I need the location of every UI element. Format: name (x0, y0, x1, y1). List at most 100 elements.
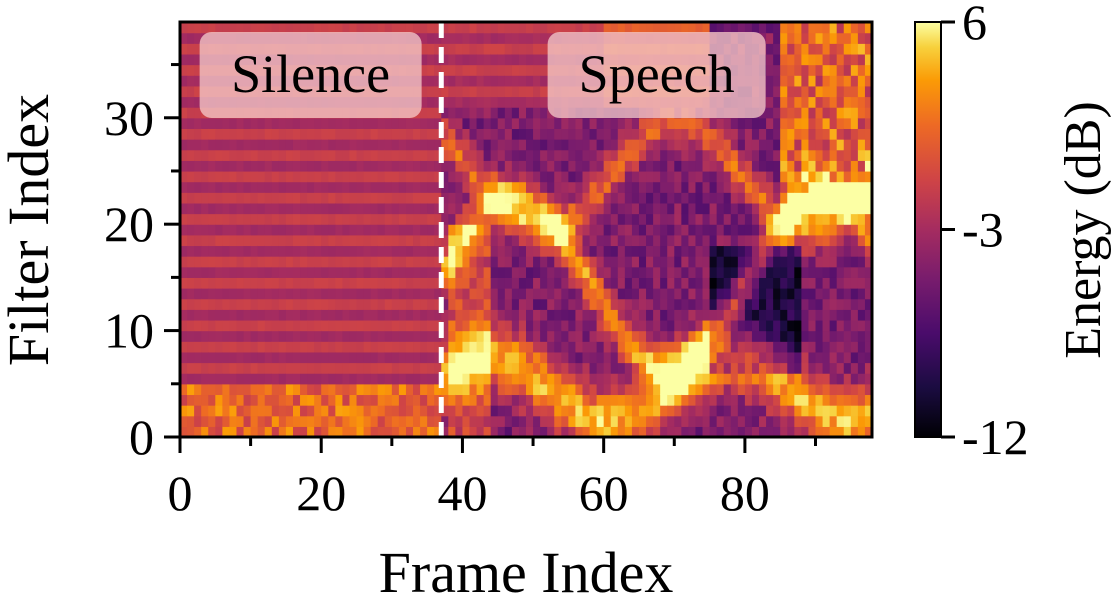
heatmap-cell (307, 22, 315, 34)
heatmap-cell (384, 224, 393, 236)
heatmap-cell (441, 64, 449, 76)
heatmap-cell (526, 43, 534, 55)
heatmap-cell (568, 192, 577, 204)
heatmap-cell (434, 202, 442, 215)
heatmap-cell (737, 288, 746, 300)
heatmap-cell (307, 319, 315, 332)
heatmap-cell (617, 139, 626, 151)
heatmap-cell (568, 117, 577, 130)
heatmap-cell (695, 415, 704, 427)
heatmap-cell (554, 181, 562, 193)
heatmap-cell (667, 394, 675, 406)
heatmap-cell (194, 85, 202, 98)
heatmap-cell (377, 234, 386, 247)
heatmap-cell (561, 22, 569, 34)
heatmap-cell (759, 415, 767, 427)
heatmap-cell (448, 32, 456, 44)
heatmap-cell (773, 64, 781, 76)
heatmap-cell (413, 202, 421, 215)
heatmap-cell (540, 96, 548, 108)
heatmap-cell (780, 245, 788, 257)
heatmap-cell (589, 213, 598, 225)
heatmap-cell (271, 288, 280, 300)
heatmap-cell (744, 330, 753, 342)
heatmap-cell (201, 192, 209, 204)
heatmap-cell (653, 213, 661, 225)
heatmap-cell (469, 202, 478, 215)
heatmap-cell (624, 298, 633, 310)
heatmap-cell (766, 192, 774, 204)
heatmap-cell (377, 213, 386, 225)
heatmap-cell (490, 139, 499, 151)
heatmap-cell (751, 341, 760, 353)
heatmap-cell (300, 288, 308, 300)
heatmap-cell (511, 288, 520, 300)
heatmap-cell (250, 117, 259, 130)
heatmap-cell (540, 224, 548, 236)
heatmap-cell (194, 426, 202, 437)
heatmap-cell (187, 405, 195, 417)
heatmap-cell (476, 107, 485, 119)
heatmap-cell (864, 64, 872, 76)
heatmap-cell (342, 362, 351, 374)
heatmap-cell (285, 22, 294, 34)
heatmap-cell (794, 245, 802, 257)
heatmap-cell (688, 426, 697, 437)
heatmap-cell (660, 319, 668, 332)
heatmap-cell (462, 160, 471, 172)
heatmap-cell (815, 309, 824, 321)
heatmap-cell (660, 224, 668, 236)
heatmap-cell (229, 117, 238, 130)
heatmap-cell (236, 213, 245, 225)
heatmap-cell (561, 288, 569, 300)
heatmap-cell (187, 117, 195, 130)
heatmap-cell (667, 224, 675, 236)
heatmap-cell (250, 22, 259, 34)
heatmap-cell (794, 32, 802, 44)
heatmap-cell (377, 330, 386, 342)
heatmap-cell (215, 277, 223, 289)
heatmap-cell (829, 107, 838, 119)
heatmap-cell (264, 117, 273, 130)
heatmap-cell (504, 22, 513, 34)
heatmap-cell (709, 170, 718, 183)
heatmap-cell (518, 117, 527, 130)
heatmap-cell (180, 202, 188, 215)
heatmap-cell (730, 266, 739, 278)
heatmap-cell (490, 319, 499, 332)
heatmap-cell (504, 341, 513, 353)
heatmap-cell (561, 256, 569, 268)
heatmap-cell (794, 160, 802, 172)
heatmap-cell (695, 128, 704, 140)
heatmap-cell (857, 245, 866, 257)
heatmap-cell (441, 319, 449, 332)
heatmap-cell (222, 213, 231, 225)
heatmap-cell (759, 192, 767, 204)
heatmap-cell (335, 405, 344, 417)
heatmap-cell (328, 426, 336, 437)
heatmap-cell (300, 245, 308, 257)
heatmap-cell (257, 192, 266, 204)
heatmap-cell (292, 394, 301, 406)
colorbar-tick-label: -3 (962, 202, 1004, 258)
heatmap-cell (285, 224, 294, 236)
heatmap-cell (321, 277, 329, 289)
heatmap-cell (335, 117, 344, 130)
heatmap-cell (533, 192, 541, 204)
heatmap-cell (533, 426, 541, 437)
heatmap-cell (243, 394, 252, 406)
heatmap-cell (476, 234, 485, 247)
heatmap-cell (504, 234, 513, 247)
heatmap-cell (462, 128, 471, 140)
heatmap-cell (476, 224, 485, 236)
heatmap-cell (448, 426, 456, 437)
heatmap-cell (533, 245, 541, 257)
heatmap-cell (787, 266, 795, 278)
heatmap-cell (314, 309, 322, 321)
heatmap-cell (483, 22, 492, 34)
heatmap-cell (850, 309, 859, 321)
heatmap-cell (427, 234, 435, 247)
heatmap-cell (335, 170, 344, 183)
heatmap-cell (434, 394, 442, 406)
heatmap-cell (511, 309, 520, 321)
